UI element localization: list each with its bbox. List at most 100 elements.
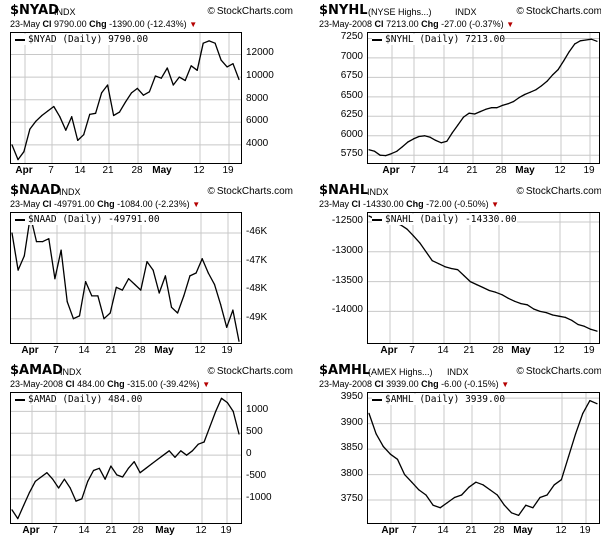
legend-line-icon (15, 38, 25, 41)
x-tick-label: 21 (463, 345, 475, 356)
data-point (152, 269, 154, 271)
data-point (432, 504, 434, 506)
y-tick-label: 3900 (340, 416, 363, 428)
data-point (89, 113, 91, 115)
data-point (174, 456, 176, 458)
data-point (166, 67, 168, 69)
x-tick-label: 14 (78, 345, 90, 356)
x-tick-label: 7 (53, 345, 59, 356)
x-tick-label: 12 (553, 345, 565, 356)
x-axis: Apr 7 14 21 28 May 12 19 (367, 165, 600, 179)
x-tick-label: 14 (74, 165, 86, 176)
data-point (226, 326, 228, 328)
x-axis: Apr 7 14 21 28 May 12 19 (10, 345, 242, 359)
data-point (379, 154, 381, 156)
x-tick-label: 12 (555, 525, 567, 536)
stockcharts-brand: © StockCharts.com (207, 6, 293, 17)
data-point (11, 509, 13, 511)
data-point (431, 260, 433, 262)
data-point (78, 315, 81, 317)
data-point (457, 269, 459, 271)
x-tick-label: 21 (105, 345, 117, 356)
legend-text: $NYAD (Daily) 9790.00 (28, 34, 149, 45)
data-point (72, 318, 74, 320)
chart-legend: $AMHL (Daily) 3939.00 (372, 394, 506, 405)
data-point (92, 469, 95, 472)
x-axis: Apr 7 14 21 28 May 12 19 (10, 525, 242, 539)
series-line (368, 399, 598, 517)
data-point (577, 323, 579, 326)
x-tick-label: 21 (465, 525, 477, 536)
data-point (180, 450, 182, 452)
close-label: Cl (42, 19, 52, 29)
data-point (203, 441, 205, 443)
data-point (34, 480, 36, 482)
change-value: -1084.00 (-2.23%) (117, 199, 190, 209)
down-arrow-icon: ▼ (202, 380, 211, 389)
data-point (197, 443, 199, 445)
data-point (468, 112, 470, 114)
data-point (209, 426, 211, 428)
y-tick-label: 3950 (340, 391, 363, 403)
quote-info: 23-May Cl 9790.00 Chg -1390.00 (-12.43%)… (10, 19, 293, 29)
data-point (213, 283, 216, 285)
data-point (590, 38, 592, 40)
legend-line-icon (372, 38, 382, 41)
data-point (202, 42, 204, 44)
data-point (425, 251, 427, 253)
data-point (91, 295, 93, 297)
data-point (553, 484, 555, 486)
copyright-icon: © (207, 186, 215, 197)
y-tick-label: 4000 (246, 137, 269, 149)
close-value: 484.00 (77, 379, 105, 389)
data-point (160, 77, 162, 79)
x-tick-label: 19 (583, 345, 595, 356)
data-point (583, 325, 585, 327)
data-point (46, 472, 48, 474)
data-point (154, 75, 156, 77)
data-point (127, 467, 129, 469)
data-point (122, 476, 124, 478)
data-point (220, 303, 222, 305)
data-point (552, 314, 554, 316)
data-point (411, 481, 413, 483)
data-point (69, 487, 71, 489)
data-point (121, 289, 123, 291)
data-point (140, 289, 142, 291)
data-point (47, 110, 49, 112)
legend-text: $NAHL (Daily) -14330.00 (385, 214, 517, 225)
data-point (124, 101, 127, 103)
series-line (11, 397, 240, 520)
y-tick-label: -14000 (331, 304, 363, 316)
data-point (85, 281, 87, 283)
legend-text: $NAAD (Daily) -49791.00 (28, 214, 160, 225)
close-label: Cl (65, 379, 75, 389)
chart-frame: $AMHL (Daily) 3939.00 (367, 392, 600, 524)
symbol-title: $NYAD (10, 3, 59, 18)
data-point (589, 400, 591, 402)
data-point (77, 139, 79, 141)
change-label: Chg (421, 379, 439, 389)
legend-line-icon (15, 398, 25, 401)
data-point (172, 84, 174, 86)
data-point (438, 263, 440, 265)
data-point (457, 124, 459, 126)
data-point (23, 151, 25, 153)
chart-legend: $NYHL (Daily) 7213.00 (372, 34, 506, 45)
data-point (164, 275, 166, 277)
quote-date: 23-May-2008 (10, 379, 64, 389)
data-point (476, 284, 478, 286)
series-line (11, 40, 240, 161)
data-point (162, 454, 164, 456)
data-point (128, 278, 130, 280)
data-point (220, 59, 222, 61)
data-point (226, 402, 228, 404)
y-tick-label: -13000 (331, 244, 363, 256)
data-point (489, 489, 491, 491)
data-point (503, 504, 505, 506)
x-tick-label: 28 (492, 345, 504, 356)
data-point (560, 479, 562, 481)
brand-text: StockCharts.com (525, 6, 601, 17)
data-point (53, 105, 55, 108)
legend-text: $AMAD (Daily) 484.00 (28, 394, 143, 405)
